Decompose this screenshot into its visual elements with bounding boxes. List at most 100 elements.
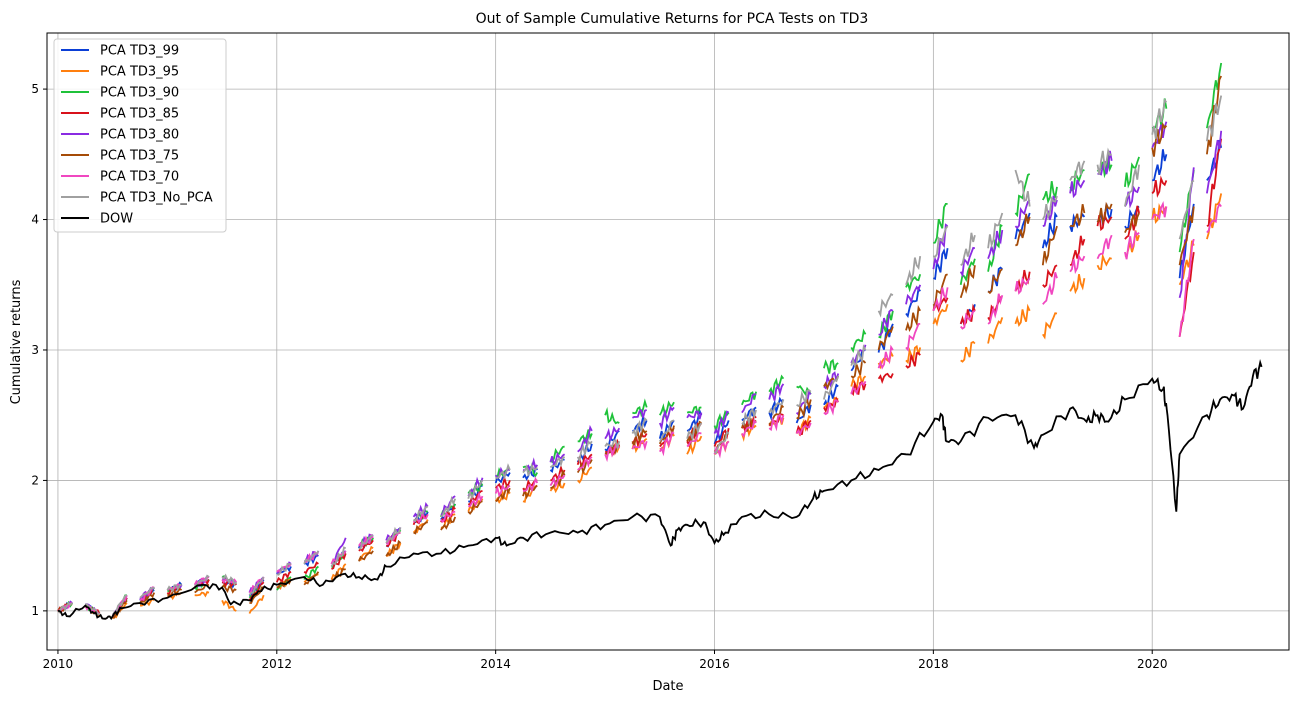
y-tick-label: 1	[31, 604, 39, 618]
series-segment	[604, 439, 621, 451]
series-segment	[249, 586, 264, 604]
series-segment	[796, 398, 812, 420]
series-segment	[1069, 253, 1086, 275]
series-segment	[1124, 164, 1140, 207]
series-segment	[1206, 202, 1222, 234]
series-segment	[385, 539, 402, 557]
series-segment	[440, 495, 456, 516]
series-segment	[905, 304, 921, 332]
series-segment	[877, 372, 894, 385]
series-segment	[1014, 303, 1031, 327]
series-segment	[1042, 195, 1058, 221]
series-segment	[631, 417, 648, 437]
series-segment	[877, 326, 894, 351]
series-segment	[1041, 211, 1058, 249]
series-segment	[495, 463, 511, 480]
series-segment	[823, 399, 839, 416]
series-segment	[932, 225, 949, 259]
series-segment	[686, 410, 703, 420]
series-segment	[631, 427, 648, 449]
legend-label: PCA TD3_70	[100, 170, 179, 185]
series-segment	[795, 422, 812, 437]
series-segment	[878, 308, 894, 336]
series-segment	[1042, 272, 1058, 305]
series-segment	[713, 410, 730, 438]
series-segment	[659, 400, 675, 419]
series-segment	[331, 553, 347, 570]
series-segment	[522, 476, 539, 493]
series-segment	[112, 599, 128, 619]
series-segment	[303, 561, 319, 575]
x-tick-label: 2016	[699, 657, 730, 671]
series-segment	[1014, 169, 1031, 207]
series-segment	[987, 212, 1004, 249]
series-segment	[933, 247, 949, 281]
series-segment	[768, 399, 785, 416]
series-segment	[932, 273, 948, 309]
series-segment	[686, 432, 702, 448]
series-segment	[577, 429, 593, 445]
series-segment	[413, 505, 429, 523]
series-segment	[960, 310, 976, 330]
series-segment	[686, 422, 703, 443]
series-segment	[1014, 276, 1031, 295]
series-segment	[659, 419, 675, 442]
series-segment	[768, 396, 785, 421]
series-segment	[1069, 274, 1086, 295]
series-segment	[139, 586, 155, 599]
series-segment	[194, 591, 210, 598]
series-segment	[987, 293, 1004, 325]
series-segment	[713, 420, 730, 445]
y-tick-label: 2	[31, 473, 39, 487]
series-segment	[549, 456, 566, 469]
series-segment	[932, 287, 949, 312]
series-segment	[1178, 206, 1195, 266]
series-segment	[658, 419, 675, 442]
series-segment	[768, 374, 785, 396]
series-segment	[1206, 130, 1223, 194]
series-segment	[850, 360, 867, 379]
series-segment	[440, 495, 457, 518]
series-segment	[905, 286, 921, 319]
series-segment	[330, 546, 347, 567]
series-segment	[1096, 234, 1113, 260]
x-tick-label: 2020	[1137, 657, 1168, 671]
series-segment	[303, 550, 320, 565]
series-segment	[631, 409, 647, 419]
series-segment	[631, 440, 648, 451]
series-segment	[905, 274, 922, 293]
series-segment	[413, 521, 428, 535]
series-segment	[877, 344, 894, 370]
series-segment	[221, 600, 237, 612]
series-segment	[1151, 200, 1168, 220]
series-segment	[659, 431, 675, 457]
grid-lines	[47, 33, 1289, 650]
series-segment	[221, 573, 237, 586]
series-segment	[167, 587, 183, 599]
series-segment	[796, 389, 812, 408]
series-segment	[850, 380, 867, 396]
plot-frame	[46, 32, 1290, 651]
series-segment	[1042, 181, 1058, 205]
series-segment	[905, 255, 922, 286]
legend-label: DOW	[100, 212, 133, 227]
series-segment	[823, 375, 840, 400]
series-segment	[768, 413, 785, 432]
y-axis-ticks: 1 2 3 4 5	[31, 82, 47, 618]
series-segment	[1206, 62, 1223, 129]
series-segment	[330, 563, 347, 580]
series-segment	[1206, 95, 1223, 142]
series-segment	[440, 514, 457, 531]
series-segment	[741, 418, 757, 438]
x-tick-label: 2014	[480, 657, 511, 671]
series-segment	[1096, 201, 1113, 225]
legend-label: PCA TD3_95	[100, 65, 179, 80]
series-segment	[987, 229, 1004, 259]
series-segment	[248, 594, 265, 614]
series-segment	[440, 510, 456, 523]
series-segment	[577, 466, 593, 484]
series-segment	[658, 405, 675, 431]
series-segment	[358, 539, 374, 553]
y-tick-label: 5	[31, 82, 39, 96]
